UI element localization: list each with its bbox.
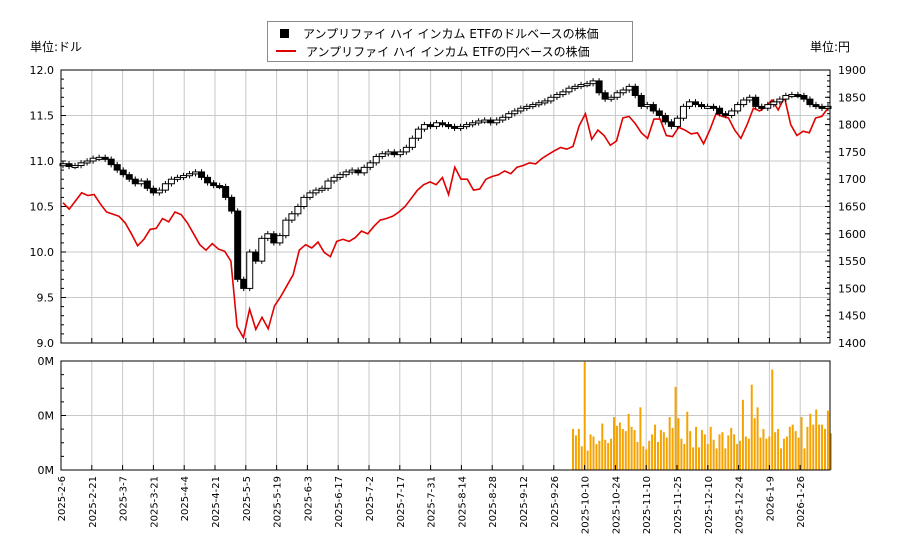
svg-text:1700: 1700 [838, 173, 866, 186]
svg-text:2025-7-31: 2025-7-31 [427, 476, 438, 528]
left-axis: 12.0 11.5 11.0 10.5 10.0 9.5 9.0 [30, 64, 66, 350]
svg-text:10.5: 10.5 [30, 201, 55, 214]
right-axis-unit: 単位:円 [810, 40, 851, 54]
svg-text:0M: 0M [38, 464, 55, 477]
svg-text:2025-3-21: 2025-3-21 [149, 476, 160, 528]
svg-text:2025-7-2: 2025-7-2 [365, 476, 376, 521]
svg-text:1650: 1650 [838, 201, 866, 214]
svg-text:1400: 1400 [838, 337, 866, 350]
svg-text:1450: 1450 [838, 310, 866, 323]
svg-text:11.0: 11.0 [30, 155, 55, 168]
legend-item-usd: アンプリファイ ハイ インカム ETFのドルベースの株価 [276, 24, 599, 42]
svg-text:2025-11-25: 2025-11-25 [673, 476, 684, 534]
svg-text:2025-5-19: 2025-5-19 [273, 476, 284, 528]
svg-text:2025-6-3: 2025-6-3 [303, 476, 314, 521]
svg-text:2025-3-7: 2025-3-7 [119, 476, 130, 521]
svg-text:1850: 1850 [838, 91, 866, 104]
black-square-icon [280, 28, 289, 38]
left-axis-unit: 単位:ドル [30, 40, 83, 54]
svg-text:9.0: 9.0 [37, 337, 55, 350]
main-plot-grid [61, 70, 830, 343]
svg-text:2026-1-26: 2026-1-26 [796, 476, 807, 528]
jpy-price-line [62, 94, 829, 340]
svg-text:2025-7-17: 2025-7-17 [396, 476, 407, 528]
legend-label-jpy: アンプリファイ ハイ インカム ETFの円ベースの株価 [306, 44, 590, 59]
x-axis: 2025-2-6 2025-2-21 2025-3-7 2025-3-21 2025-4… [57, 338, 807, 534]
svg-text:2025-4-4: 2025-4-4 [180, 476, 191, 521]
svg-text:2025-9-26: 2025-9-26 [550, 476, 561, 528]
svg-text:1800: 1800 [838, 119, 866, 132]
svg-text:2025-4-21: 2025-4-21 [211, 476, 222, 528]
svg-text:2025-8-28: 2025-8-28 [488, 476, 499, 528]
svg-text:2025-9-12: 2025-9-12 [519, 476, 530, 528]
svg-text:10.0: 10.0 [30, 246, 55, 259]
svg-text:1600: 1600 [838, 228, 866, 241]
red-line-icon [276, 50, 296, 52]
svg-text:11.5: 11.5 [30, 110, 55, 123]
volume-axis: 0M 0M 0M [38, 355, 66, 477]
svg-text:2025-2-21: 2025-2-21 [88, 476, 99, 528]
svg-text:2025-11-10: 2025-11-10 [642, 476, 653, 534]
svg-text:1550: 1550 [838, 255, 866, 268]
svg-text:2025-8-14: 2025-8-14 [457, 476, 468, 528]
volume-bars [572, 362, 832, 470]
volume-plot-grid [61, 361, 830, 470]
svg-text:2026-1-9: 2026-1-9 [765, 476, 776, 521]
svg-text:0M: 0M [38, 410, 55, 423]
svg-text:2025-12-24: 2025-12-24 [735, 476, 746, 534]
svg-text:2025-10-10: 2025-10-10 [581, 476, 592, 534]
svg-text:1900: 1900 [838, 64, 866, 77]
svg-text:2025-12-10: 2025-12-10 [704, 476, 715, 534]
right-axis: 1900 1850 1800 1750 1700 1650 1600 1550 1500 1450… [825, 64, 866, 350]
svg-text:2025-2-6: 2025-2-6 [57, 476, 68, 521]
svg-text:0M: 0M [38, 355, 55, 368]
svg-text:1500: 1500 [838, 282, 866, 295]
svg-text:2025-10-24: 2025-10-24 [611, 476, 622, 534]
legend: アンプリファイ ハイ インカム ETFのドルベースの株価 アンプリファイ ハイ … [267, 21, 633, 62]
svg-text:9.5: 9.5 [37, 292, 55, 305]
svg-text:1750: 1750 [838, 146, 866, 159]
svg-text:2025-6-17: 2025-6-17 [334, 476, 345, 528]
legend-label-usd: アンプリファイ ハイ インカム ETFのドルベースの株価 [303, 26, 599, 41]
svg-text:12.0: 12.0 [30, 64, 55, 77]
svg-text:2025-5-5: 2025-5-5 [242, 476, 253, 521]
usd-candlesticks [59, 78, 832, 292]
legend-item-jpy: アンプリファイ ハイ インカム ETFの円ベースの株価 [276, 42, 590, 60]
